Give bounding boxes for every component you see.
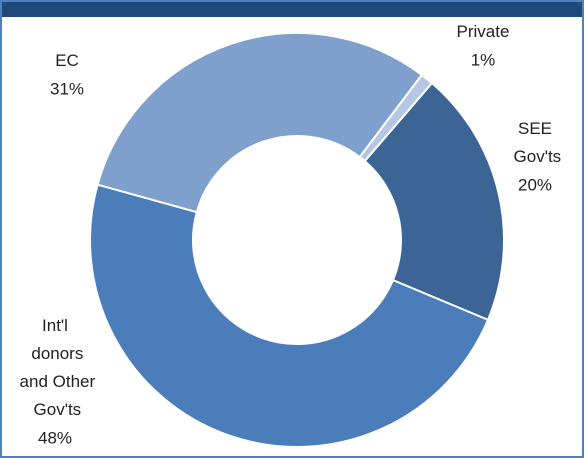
slice-label: Private: [457, 22, 510, 41]
donut-slice: [363, 81, 505, 322]
slice-value-label: 31%: [50, 79, 84, 98]
slice-label: Int'l donors and Other Gov'ts: [15, 316, 96, 419]
slice-label: SEE Gov'ts: [509, 119, 561, 166]
slice-value-label: 20%: [518, 175, 552, 194]
slice-value-label: 48%: [38, 428, 72, 447]
slice-label: EC: [55, 51, 79, 70]
donut-slice: [96, 32, 424, 214]
header-bar: [0, 0, 584, 17]
slice-value-label: 1%: [471, 50, 496, 69]
donut-slice: [89, 183, 490, 448]
